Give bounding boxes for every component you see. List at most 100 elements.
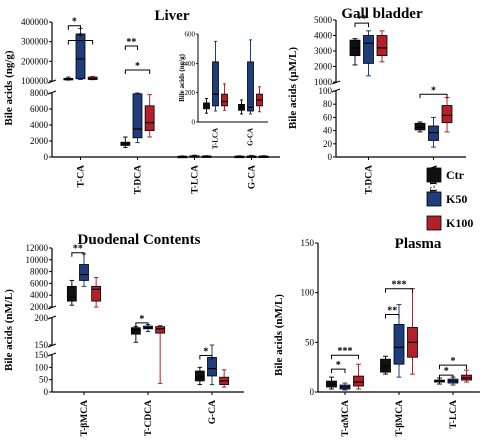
liver-category-label: T-DCA	[134, 165, 144, 194]
gallbladder-y-tick-label: 2000	[314, 62, 333, 72]
liver-y-tick-label: 200000	[21, 56, 49, 66]
gallbladder-box-k50-box	[363, 35, 374, 64]
gallbladder-significance-label: *	[431, 85, 436, 96]
duodenal-panel: Duodenal Contents Bile acids (nM/L) 0 50 1…	[3, 232, 244, 436]
liver-inset-box-k100	[256, 86, 263, 113]
plasma-panel: Plasma Bile acids (nM/L) 0 50 100 150 T-αMCA…	[273, 236, 480, 437]
duodenal-category-label: G-CA	[208, 400, 218, 424]
duodenal-y-tick-label: 10000	[26, 255, 49, 265]
liver-inset-category-label: T-LCA	[212, 128, 220, 149]
liver-ylabel: Bile acids (ng/g)	[3, 50, 15, 126]
duodenal-y-tick-label: 4000	[30, 290, 49, 300]
gallbladder-axis-break	[331, 88, 341, 93]
liver-inset-y-tick-label: 0	[192, 119, 196, 127]
liver-significance-label: **	[126, 37, 136, 48]
liver-inset-box-k50	[247, 39, 254, 115]
liver-box-k100-box	[144, 105, 155, 132]
liver-inset-box-k100	[221, 83, 228, 111]
liver-significance-bracket	[124, 45, 138, 50]
duodenal-significance-label: **	[73, 244, 83, 255]
plasma-box-k100	[461, 369, 472, 383]
legend-label-ctr: Ctr	[446, 168, 465, 182]
gallbladder-box-k50	[428, 116, 439, 148]
plasma-significance-label: **	[387, 306, 397, 317]
duodenal-significance-bracket	[135, 322, 149, 327]
plasma-significance-label: *	[444, 366, 449, 377]
liver-axis-break	[47, 90, 57, 95]
liver-inset-ylabel: Bile acids (ng/g)	[178, 53, 186, 102]
duodenal-axis-break	[47, 315, 57, 320]
liver-y-tick-label: 6000	[30, 104, 49, 114]
liver-inset-y-tick-label: 600	[185, 31, 196, 39]
duodenal-category-label: T-CDCA	[144, 400, 154, 436]
gallbladder-y-tick-label: 60	[323, 112, 333, 122]
duodenal-ylabel: Bile acids (nM/L)	[3, 289, 15, 371]
duodenal-axis-break	[47, 343, 57, 348]
duodenal-box-ctr	[66, 279, 77, 306]
duodenal-y-tick-label: 12000	[26, 243, 49, 253]
liver-inset-y-tick-label: 400	[185, 60, 196, 68]
liver-box-ctr	[234, 155, 245, 159]
liver-box-ctr	[63, 76, 74, 81]
duodenal-box-k100	[155, 325, 166, 384]
duodenal-box-ctr-box	[194, 370, 205, 382]
duodenal-y-tick-label: 2000	[30, 302, 49, 312]
plasma-significance-bracket	[385, 314, 400, 319]
legend-swatch-k100	[426, 215, 442, 231]
gallbladder-box-ctr	[349, 38, 361, 66]
legend: Ctr K50 K100	[426, 167, 473, 231]
gallbladder-significance-label: **	[357, 14, 367, 25]
liver-significance-label: *	[72, 17, 77, 28]
duodenal-box-k100	[91, 277, 102, 308]
duodenal-category-label: T-βMCA	[80, 400, 90, 436]
gallbladder-y-tick-label: 0	[328, 152, 333, 162]
duodenal-box-ctr	[130, 326, 141, 343]
liver-inset-box-k50-box	[247, 61, 254, 112]
liver-inset-box-k100-box	[221, 93, 228, 107]
plasma-title: Plasma	[395, 236, 442, 252]
duodenal-y-tick-label: 200	[35, 313, 49, 323]
liver-y-tick-label: 4000	[30, 120, 49, 130]
plasma-box-k100	[407, 288, 418, 375]
plasma-category-label: T-αMCA	[341, 400, 351, 437]
plasma-significance-bracket	[439, 364, 467, 370]
gallbladder-y-tick-label: 1000	[314, 77, 333, 87]
plasma-significance-label: ***	[392, 280, 407, 291]
plasma-significance-bracket	[331, 354, 359, 360]
liver-box-k50	[75, 27, 86, 81]
duodenal-box-ctr-box	[66, 285, 77, 302]
liver-category-label: T-CA	[77, 165, 87, 187]
plasma-significance-bracket	[331, 368, 346, 374]
gallbladder-significance-bracket	[354, 22, 369, 28]
duodenal-box-k50	[207, 344, 217, 386]
liver-inset-background	[180, 26, 275, 126]
plasma-box-k50-box	[393, 324, 405, 365]
gallbladder-box-k50-box	[428, 125, 439, 141]
liver-y-tick-label: 100000	[21, 76, 49, 86]
gallbladder-box-ctr-box	[414, 122, 426, 131]
gallbladder-y-tick-label: 4000	[314, 31, 333, 41]
liver-inset-category-label: G-CA	[247, 128, 255, 146]
liver-inset-box-ctr	[203, 98, 210, 114]
liver-panel: Liver Bile acids (ng/g) 0200040006000800…	[3, 8, 280, 194]
liver-inset: 0 200 400 600 Bile acids (ng/g) T-LCA G-CA	[178, 26, 275, 149]
duodenal-box-k50-box	[207, 357, 217, 377]
gallbladder-y-tick-label: 80	[323, 99, 333, 109]
gallbladder-y-tick-label: 5000	[314, 15, 333, 25]
liver-y-tick-label: 400000	[21, 17, 49, 27]
gallbladder-box-k100	[441, 97, 453, 133]
legend-label-k100: K100	[446, 216, 473, 230]
liver-y-tick-label: 8000	[30, 88, 49, 98]
liver-significance-label: *	[135, 61, 140, 72]
gallbladder-box-k100-box	[376, 35, 388, 57]
plasma-y-tick-label: 150	[301, 238, 315, 248]
duodenal-box-k100-box	[91, 285, 102, 302]
duodenal-significance-label: *	[203, 346, 208, 357]
gallbladder-title: Gall bladder	[341, 6, 423, 22]
liver-category-label: G-CA	[248, 165, 258, 189]
plasma-significance-label: *	[336, 360, 341, 371]
gallbladder-y-tick-label: 3000	[314, 46, 333, 56]
plasma-significance-bracket	[439, 374, 454, 380]
plasma-box-ctr	[326, 376, 337, 390]
